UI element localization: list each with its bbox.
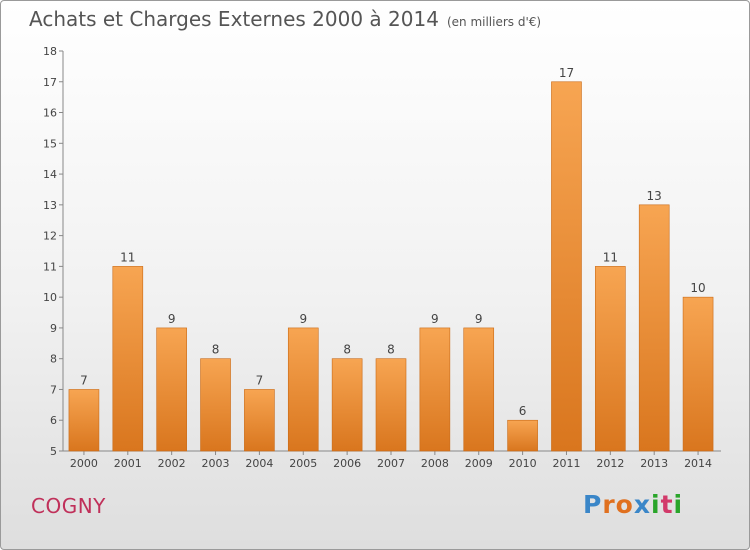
y-tick-label: 14 <box>43 168 57 181</box>
y-tick-label: 10 <box>43 291 57 304</box>
logo-letter: x <box>633 490 651 519</box>
x-tick-label: 2013 <box>640 457 668 470</box>
bar <box>419 327 451 452</box>
y-tick-label: 8 <box>50 353 57 366</box>
chart-title: Achats et Charges Externes 2000 à 2014 (e… <box>29 7 541 31</box>
bar-value-label: 10 <box>690 281 705 295</box>
bar <box>463 327 495 452</box>
city-name: COGNY <box>31 494 106 518</box>
y-tick-label: 11 <box>43 260 57 273</box>
x-tick-label: 2012 <box>596 457 624 470</box>
x-tick-label: 2014 <box>684 457 712 470</box>
bar <box>595 266 626 452</box>
chart-subtitle: (en milliers d'€) <box>446 15 542 29</box>
x-tick-label: 2002 <box>158 457 186 470</box>
bar <box>244 389 275 452</box>
bar <box>638 204 670 452</box>
bar-value-label: 9 <box>299 312 307 326</box>
proxiti-logo[interactable]: Proxiti <box>583 490 683 519</box>
bar-value-label: 11 <box>120 250 135 264</box>
y-tick-label: 5 <box>50 445 57 458</box>
y-tick-label: 12 <box>43 230 57 243</box>
x-tick-label: 2011 <box>552 457 580 470</box>
bar-value-label: 9 <box>475 312 483 326</box>
logo-letter: o <box>615 490 634 519</box>
y-tick-label: 18 <box>43 45 57 58</box>
logo-letter: i <box>673 490 684 519</box>
bar-value-label: 8 <box>387 343 395 357</box>
bar <box>287 327 319 452</box>
bar <box>375 358 407 452</box>
bar-value-label: 13 <box>647 189 662 203</box>
bar <box>156 327 187 452</box>
x-tick-label: 2009 <box>465 457 493 470</box>
y-tick-label: 15 <box>43 137 57 150</box>
bar-value-label: 8 <box>212 343 220 357</box>
bar-value-label: 7 <box>80 373 88 387</box>
x-tick-label: 2007 <box>377 457 405 470</box>
bar-value-label: 17 <box>559 66 574 80</box>
x-tick-label: 2003 <box>202 457 230 470</box>
bar-value-label: 9 <box>168 312 176 326</box>
bar-value-label: 9 <box>431 312 439 326</box>
logo-letter: i <box>651 490 661 519</box>
logo-letter: r <box>602 490 616 519</box>
y-tick-label: 13 <box>43 199 57 212</box>
bar <box>682 296 714 452</box>
labels: 7 2000 11 2001 9 2002 8 2003 7 2004 9 2005 8 2006 8 200… <box>70 66 712 470</box>
y-tick-label: 9 <box>50 322 57 335</box>
x-tick-label: 2001 <box>114 457 142 470</box>
x-tick-label: 2004 <box>245 457 273 470</box>
y-tick-label: 6 <box>50 414 57 427</box>
x-tick-label: 2005 <box>289 457 317 470</box>
chart-title-text: Achats et Charges Externes 2000 à 2014 <box>29 7 439 31</box>
bar <box>331 358 363 452</box>
bar <box>551 81 582 452</box>
x-tick-label: 2006 <box>333 457 361 470</box>
bar-value-label: 6 <box>519 404 527 418</box>
bar <box>68 389 100 452</box>
y-tick-label: 16 <box>43 107 57 120</box>
x-tick-label: 2010 <box>509 457 537 470</box>
bars <box>68 81 714 452</box>
y-tick-label: 17 <box>43 76 57 89</box>
bar-value-label: 7 <box>256 373 264 387</box>
bar-value-label: 8 <box>343 343 351 357</box>
logo-letter: P <box>583 490 603 519</box>
x-tick-label: 2000 <box>70 457 98 470</box>
x-tick-label: 2008 <box>421 457 449 470</box>
bar-value-label: 11 <box>603 250 618 264</box>
bar <box>112 266 144 452</box>
bar <box>507 419 538 452</box>
logo-letter: t <box>660 490 674 519</box>
bar <box>200 358 231 452</box>
y-tick-label: 7 <box>50 383 57 396</box>
